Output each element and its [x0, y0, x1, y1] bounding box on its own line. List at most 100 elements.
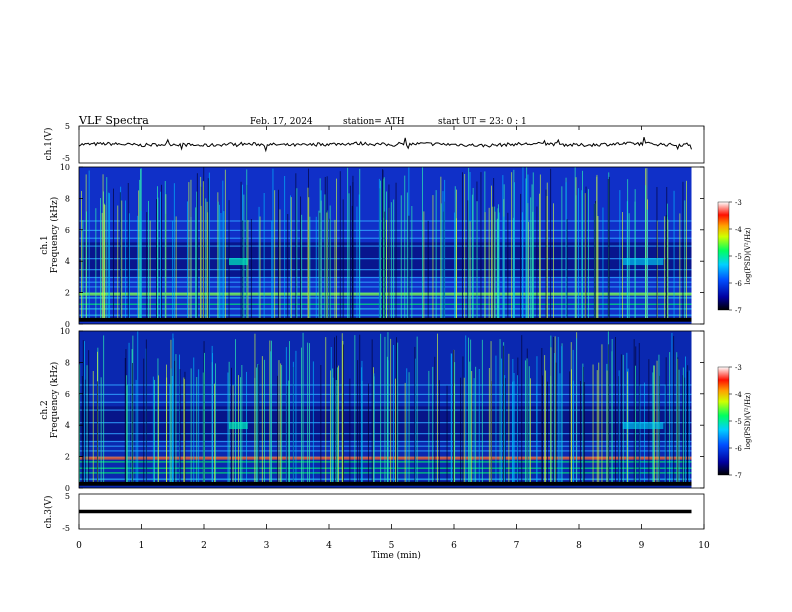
spectrogram-impulse: [261, 356, 263, 482]
spectrogram-impulse: [488, 207, 490, 318]
spectrogram-impulse: [494, 206, 496, 318]
spectrogram-impulse: [228, 361, 230, 482]
spectrogram-impulse: [511, 172, 513, 318]
spectrogram-impulse: [119, 192, 121, 318]
spectrogram-impulse: [622, 212, 623, 318]
ch1-frequency-ylabel: Frequency (kHz): [49, 197, 60, 274]
spectrogram-impulse: [292, 361, 294, 482]
spectrogram-impulse: [174, 360, 176, 482]
spectrogram-impulse: [148, 200, 149, 318]
spectrogram-impulse: [664, 216, 666, 318]
spectrogram-impulse: [658, 354, 660, 482]
spectrogram-impulse: [349, 185, 351, 318]
spectrogram-impulse: [503, 216, 505, 318]
spectrogram-impulse: [295, 350, 297, 482]
spectrogram-impulse: [384, 336, 386, 482]
spectrogram-impulse: [254, 333, 256, 482]
spectrogram-impulse: [104, 205, 106, 318]
spectrogram-impulse: [387, 332, 389, 482]
spectrogram-impulse: [170, 368, 172, 482]
spectrogram-impulse: [284, 176, 286, 318]
colorbar-tick-label: -6: [735, 280, 742, 288]
y-tick-label: 0: [65, 484, 70, 493]
spectrogram-impulse: [126, 385, 128, 482]
spectrogram-impulse: [214, 383, 215, 482]
spectrogram-impulse: [368, 383, 369, 482]
colorbar-tick-label: -3: [735, 199, 742, 207]
spectrogram-impulse: [671, 332, 673, 482]
spectrogram-impulse: [602, 207, 604, 318]
spectrogram-impulse: [127, 183, 129, 318]
spectrogram-impulse: [179, 369, 181, 482]
spectrogram-impulse: [359, 334, 361, 482]
spectrogram-impulse: [243, 194, 245, 318]
ch2-colorbar-label: log(PSD)(V²/Hz): [744, 392, 752, 449]
spectrogram-impulse: [522, 167, 524, 318]
colorbar-tick-label: -5: [735, 418, 742, 426]
spectrogram-impulse: [615, 337, 616, 482]
spectrogram-impulse: [428, 370, 430, 482]
x-tick-label: 8: [576, 541, 582, 551]
ch1-spectrogram-image: [79, 167, 692, 324]
spectrogram-impulse: [164, 181, 166, 318]
x-tick-label: 10: [698, 541, 710, 551]
spectrogram-impulse: [88, 170, 90, 318]
spectrogram-impulse: [470, 339, 472, 482]
spectrogram-impulse: [361, 367, 363, 482]
spectrogram-impulse: [224, 169, 226, 318]
spectrogram-impulse: [246, 169, 248, 318]
spectrogram-impulse: [175, 354, 177, 482]
spectrogram-impulse: [193, 357, 195, 482]
colorbar-tick-label: -4: [735, 391, 742, 399]
spectrogram-impulse: [232, 385, 234, 482]
spectrogram-impulse: [384, 211, 386, 318]
spectrogram-impulse: [528, 366, 530, 482]
x-tick-label: 9: [639, 541, 645, 551]
spectrogram-impulse: [318, 210, 320, 318]
spectrogram-impulse: [242, 220, 244, 318]
spectrogram-impulse: [198, 369, 200, 482]
spectrogram-impulse: [145, 339, 147, 482]
spectrogram-line: [79, 229, 692, 231]
spectrogram-impulse: [503, 345, 504, 482]
spectrogram-impulse: [285, 347, 287, 482]
spectrogram-impulse: [309, 343, 310, 482]
spectrogram-impulse: [258, 206, 260, 318]
spectrogram-dc-band: [79, 317, 692, 322]
ch1-ytick-bottom: -5: [62, 154, 70, 163]
spectrogram-impulse: [504, 375, 506, 482]
spectrogram-impulse: [158, 375, 159, 482]
spectrogram-impulse: [684, 200, 686, 318]
x-tick-label: 0: [76, 541, 82, 551]
spectrogram-impulse: [469, 361, 471, 482]
figure-title: VLF Spectra: [78, 114, 149, 127]
spectrogram-line: [79, 245, 692, 247]
spectrogram-impulse: [121, 200, 123, 318]
spectrogram-impulse: [504, 378, 506, 482]
spectrogram-impulse: [223, 211, 225, 318]
spectrogram-impulse: [88, 350, 90, 482]
spectrogram-line: [79, 297, 692, 299]
spectrogram-impulse: [86, 365, 88, 482]
spectrogram-impulse: [166, 364, 167, 482]
spectrogram-impulse: [140, 210, 142, 318]
spectrogram-impulse: [388, 184, 390, 318]
spectrogram-impulse: [404, 175, 406, 318]
spectrogram-impulse: [571, 369, 572, 482]
x-tick-label: 4: [326, 541, 332, 551]
spectrogram-impulse: [473, 378, 475, 482]
spectrogram-impulse: [336, 178, 337, 318]
spectrogram-impulse: [277, 375, 278, 482]
colorbar-tick-label: -3: [735, 364, 742, 372]
spectrogram-line: [79, 281, 692, 283]
spectrogram-line: [79, 237, 692, 239]
spectrogram-impulse: [665, 357, 667, 482]
spectrogram-impulse: [196, 377, 198, 482]
spectrogram-impulse: [561, 186, 563, 318]
spectrogram-line: [79, 258, 692, 260]
spectrogram-impulse: [546, 196, 548, 318]
spectrogram-impulse: [677, 357, 679, 482]
spectrogram-impulse: [79, 364, 81, 482]
